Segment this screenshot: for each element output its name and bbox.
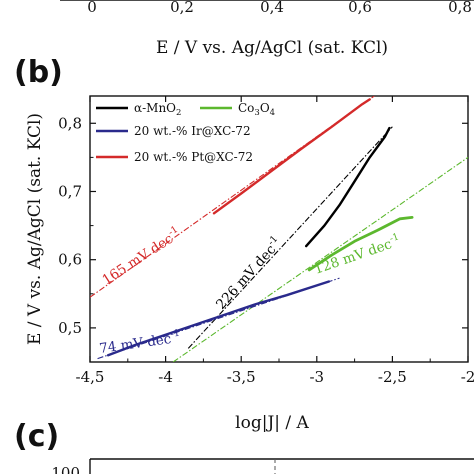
panel-c-remnant: 100 — [51, 458, 474, 474]
y-tick-label: 0,5 — [58, 319, 82, 337]
tick-labels: -4,5 -4 -3,5 -3 -2,5 -2 0,5 0,6 0,7 0,8 — [58, 114, 474, 386]
top-tick-label: 0,2 — [170, 0, 194, 16]
x-tick-label: -2,5 — [378, 368, 407, 386]
y-tick-label: 0,6 — [58, 251, 82, 269]
slope-label-ir: 74 mV dec-1 — [98, 328, 181, 357]
chart-panel-b: 165 mV dec-1 226 mV dec-1 128 mV dec-1 74 m… — [25, 95, 474, 433]
slope-label-co3o4: 128 mV dec-1 — [311, 231, 402, 277]
panel-letter-c: (c) — [14, 419, 59, 454]
series-line-pt — [212, 98, 371, 215]
legend: α-MnO2 Co3O4 20 wt.-% Ir@XC-72 20 wt.-% Pt@… — [96, 101, 275, 164]
legend-label-co3o4: Co3O4 — [238, 101, 275, 118]
y-tick-label: 0,8 — [58, 114, 82, 132]
y-axis-label: E / V vs. Ag/AgCl (sat. KCl) — [25, 113, 45, 345]
slope-annotations: 165 mV dec-1 226 mV dec-1 128 mV dec-1 74 m… — [98, 224, 403, 357]
panel-c-partial-tick: 100 — [51, 464, 80, 474]
series-line-mno2 — [305, 126, 391, 248]
slope-label-sup: -1 — [170, 328, 181, 340]
top-tick-label: 0,4 — [260, 0, 284, 16]
fit-line-mno2 — [187, 126, 393, 349]
top-axis-label: E / V vs. Ag/AgCl (sat. KCl) — [156, 38, 388, 58]
top-tick-label: 0,6 — [348, 0, 372, 16]
slope-label-pt: 165 mV dec-1 — [98, 224, 184, 288]
x-axis-label: log|J| / A — [235, 413, 309, 433]
x-tick-label: -3 — [309, 368, 324, 386]
slope-label-mno2: 226 mV dec-1 — [212, 233, 286, 312]
slope-label-sup: -1 — [266, 233, 280, 247]
x-tick-label: -2 — [461, 368, 474, 386]
top-panel-remnant: 0 0,2 0,4 0,6 0,8 E / V vs. Ag/AgCl (sat… — [60, 0, 474, 58]
slope-label-sup: -1 — [166, 224, 180, 238]
legend-label-mno2: α-MnO2 — [134, 101, 181, 118]
series-line-ir — [106, 280, 331, 357]
data-lines — [106, 98, 414, 357]
axis-ticks — [89, 96, 469, 362]
x-tick-label: -3,5 — [227, 368, 256, 386]
y-tick-label: 0,7 — [58, 182, 82, 200]
legend-label-ir: 20 wt.-% Ir@XC-72 — [134, 124, 251, 138]
panel-letter-b: (b) — [14, 55, 63, 90]
top-tick-label: 0 — [87, 0, 97, 16]
series-line-co3o4 — [307, 215, 414, 272]
slope-label-sup: -1 — [388, 231, 400, 244]
x-tick-label: -4,5 — [76, 368, 105, 386]
fit-line-co3o4 — [172, 156, 468, 362]
top-tick-label: 0,8 — [448, 0, 472, 16]
x-tick-label: -4 — [158, 368, 173, 386]
legend-label-pt: 20 wt.-% Pt@XC-72 — [134, 150, 253, 164]
